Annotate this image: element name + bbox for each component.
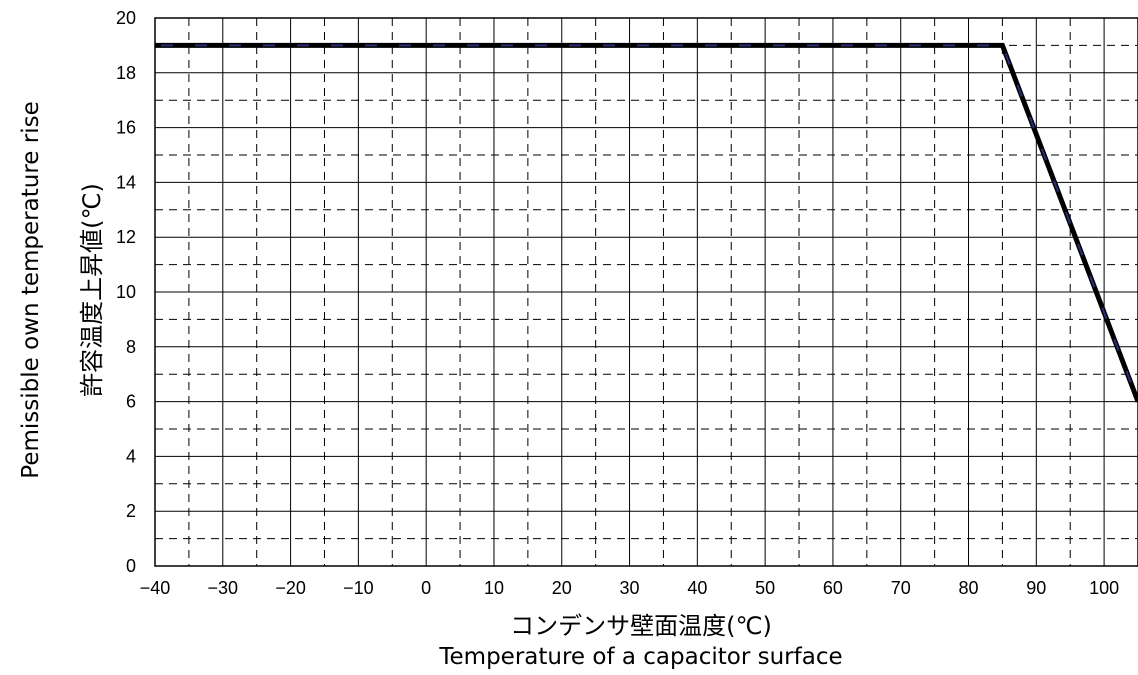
x-tick-label: 40 (687, 578, 707, 598)
x-tick-label: 50 (755, 578, 775, 598)
x-tick-label: −30 (208, 578, 239, 598)
x-tick-label: 70 (891, 578, 911, 598)
y-tick-labels: 0 2 4 6 8 10 12 14 16 18 20 (116, 8, 136, 576)
y-axis-title-en: Pemissible own temperature rise (18, 101, 44, 478)
x-tick-label: 80 (959, 578, 979, 598)
x-tick-label: −20 (275, 578, 306, 598)
y-tick-label: 14 (116, 172, 136, 192)
x-tick-labels: −40 −30 −20 −10 0 10 20 30 40 50 60 70 80 90 100 (140, 578, 1119, 598)
plot-frame (154, 17, 1138, 567)
y-tick-label: 6 (126, 392, 136, 412)
y-tick-label: 8 (126, 337, 136, 357)
x-tick-label: 0 (421, 578, 431, 598)
series-layer (155, 42, 1138, 403)
y-tick-label: 10 (116, 282, 136, 302)
x-tick-label: 60 (823, 578, 843, 598)
x-tick-label: −40 (140, 578, 171, 598)
y-tick-label: 20 (116, 8, 136, 28)
series-line-dash-overlay (155, 44, 1138, 402)
y-tick-label: 2 (126, 501, 136, 521)
x-tick-label: 100 (1089, 578, 1119, 598)
y-tick-label: 16 (116, 118, 136, 138)
y-tick-label: 18 (116, 63, 136, 83)
x-axis-title-jp: コンデンサ壁面温度(℃) (510, 612, 772, 640)
grid (154, 18, 1138, 566)
y-tick-label: 0 (126, 556, 136, 576)
x-tick-label: 10 (484, 578, 504, 598)
y-axis-title-jp: 許容温度上昇値(℃) (78, 183, 106, 397)
x-tick-label: −10 (343, 578, 374, 598)
x-tick-label: 90 (1026, 578, 1046, 598)
y-tick-label: 4 (126, 446, 136, 466)
series-line (155, 42, 1138, 403)
y-tick-label: 12 (116, 227, 136, 247)
x-axis-title-en: Temperature of a capacitor surface (438, 644, 842, 670)
x-tick-label: 20 (552, 578, 572, 598)
x-tick-label: 30 (620, 578, 640, 598)
